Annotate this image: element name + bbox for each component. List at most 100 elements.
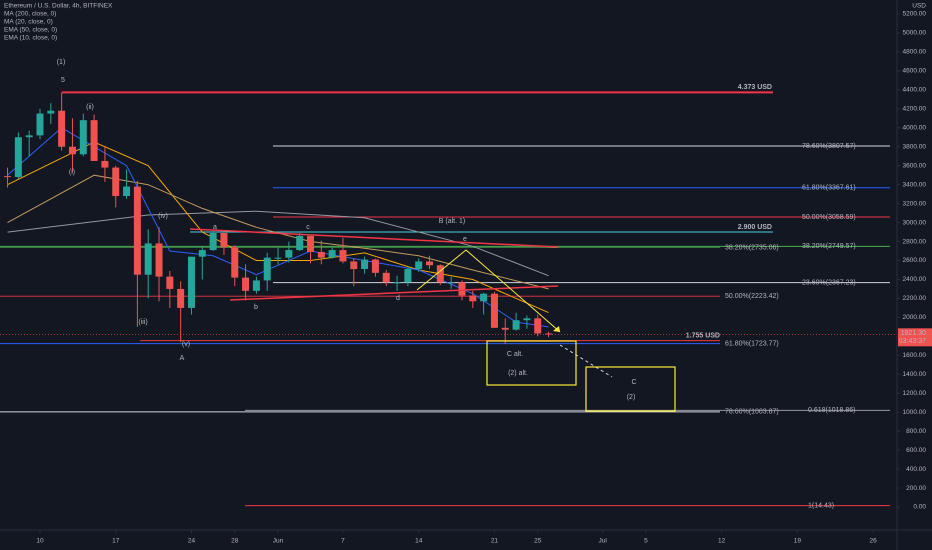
candle-body: [436, 265, 444, 283]
indicator-legend: EMA (10, close, 0): [4, 35, 57, 42]
x-tick-label: 28: [231, 538, 239, 545]
last-price-label: 1821.30: [901, 330, 926, 337]
candle-body: [112, 167, 120, 197]
level-label: 1(14.43): [808, 502, 834, 509]
y-tick-label: 3400.00: [903, 181, 927, 188]
candle-body: [361, 259, 369, 270]
candle-body: [426, 261, 434, 266]
y-tick-label: 4800.00: [903, 49, 927, 56]
wave-label: c: [306, 224, 310, 231]
candle-body: [393, 282, 401, 284]
candle-body: [177, 288, 185, 308]
x-tick-label: 24: [188, 538, 196, 545]
wave-label: C: [631, 379, 636, 386]
y-tick-label: 5000.00: [903, 30, 927, 37]
candle-body: [47, 110, 55, 114]
y-tick-label: 1400.00: [903, 371, 927, 378]
wave-label: C alt.: [507, 351, 523, 358]
level-label: 38.20%(2735.06): [725, 245, 779, 252]
candle-body: [469, 295, 477, 302]
candle-body: [144, 243, 152, 275]
indicator-line: [7, 210, 549, 277]
candle-body: [501, 327, 509, 330]
candle-body: [350, 261, 358, 270]
x-tick-label: 26: [870, 538, 878, 545]
x-tick-label: 21: [491, 538, 499, 545]
wave-label: (1): [57, 59, 66, 66]
y-tick-label: 200.00: [906, 485, 926, 492]
y-tick-label: 0.00: [913, 504, 926, 511]
candle-body: [415, 261, 423, 270]
candle-body: [534, 318, 542, 334]
y-tick-label: 800.00: [906, 428, 926, 435]
x-tick-label: 5: [644, 538, 648, 545]
y-tick-label: 600.00: [906, 447, 926, 454]
candle-body: [285, 250, 293, 258]
candle-body: [545, 333, 553, 335]
y-tick-label: 2200.00: [903, 295, 927, 302]
candle-body: [68, 146, 76, 155]
x-tick-label: 12: [718, 538, 726, 545]
indicator-legend: MA (200, close, 0): [4, 11, 56, 18]
wave-path: [416, 249, 561, 333]
y-tick-label: 2400.00: [903, 276, 927, 283]
candle-body: [296, 235, 304, 251]
candle-body: [328, 250, 336, 258]
level-label: 0.618(1018.86): [808, 407, 855, 414]
currency-label: USD: [912, 3, 926, 10]
candle-body: [101, 160, 109, 168]
x-tick-label: 19: [794, 538, 802, 545]
candle-body: [263, 257, 271, 281]
y-tick-label: 3200.00: [903, 200, 927, 207]
dashed-arrow: [559, 344, 613, 378]
wave-label: 5: [61, 77, 65, 84]
wave-label: b: [254, 304, 258, 311]
candle-body: [404, 269, 412, 283]
levels: 4.373 USD 78.60%(3807.57) 61.80%(3367.61) 5…: [0, 84, 890, 509]
x-tick-label: Jun: [273, 538, 284, 545]
candle-body: [371, 259, 379, 273]
indicator-line: [7, 141, 549, 314]
last-price-box: [898, 328, 932, 347]
x-tick-label: 17: [112, 538, 120, 545]
candle-body: [198, 250, 206, 257]
candle-body: [58, 110, 66, 147]
target-box: [486, 340, 577, 386]
y-tick-label: 4600.00: [903, 68, 927, 75]
y-tick-label: 3800.00: [903, 143, 927, 150]
wave-label: e: [463, 236, 467, 243]
y-tick-label: 3000.00: [903, 219, 927, 226]
candle-body: [209, 233, 217, 251]
candle-body: [14, 137, 22, 178]
wave-label: (iv): [158, 213, 168, 220]
y-tick-label: 4000.00: [903, 124, 927, 131]
candle-body: [307, 235, 314, 252]
candle-body: [36, 113, 44, 136]
y-tick-label: 5200.00: [903, 11, 927, 18]
candle-body: [155, 243, 163, 277]
candle-body: [187, 256, 195, 308]
y-tick-label: 1200.00: [903, 390, 927, 397]
level-label: 61.80%(1723.77): [725, 340, 779, 347]
annotations: (1) 5 (ii) (i) (iii) (iv) (v) Aa b c d e B (alt. 1) C…: [57, 59, 637, 401]
x-tick-label: 14: [415, 538, 423, 545]
candle-body: [133, 186, 141, 275]
plot: [4, 92, 553, 344]
level-label: 4.373 USD: [738, 84, 772, 91]
wave-label: B (alt. 1): [439, 218, 465, 225]
target-box: [585, 366, 676, 412]
candle-body: [480, 293, 488, 302]
candle-body: [79, 120, 87, 155]
wave-label: (ii): [86, 104, 94, 111]
y-tick-label: 4400.00: [903, 87, 927, 94]
wave-label: (2): [627, 394, 636, 401]
y-tick-label: 2800.00: [903, 238, 927, 245]
indicator-line: [7, 174, 549, 290]
y-tick-label: 400.00: [906, 466, 926, 473]
wave-label: (2) alt.: [508, 370, 528, 377]
candle-body: [242, 277, 250, 291]
wave-label: (i): [69, 169, 75, 176]
